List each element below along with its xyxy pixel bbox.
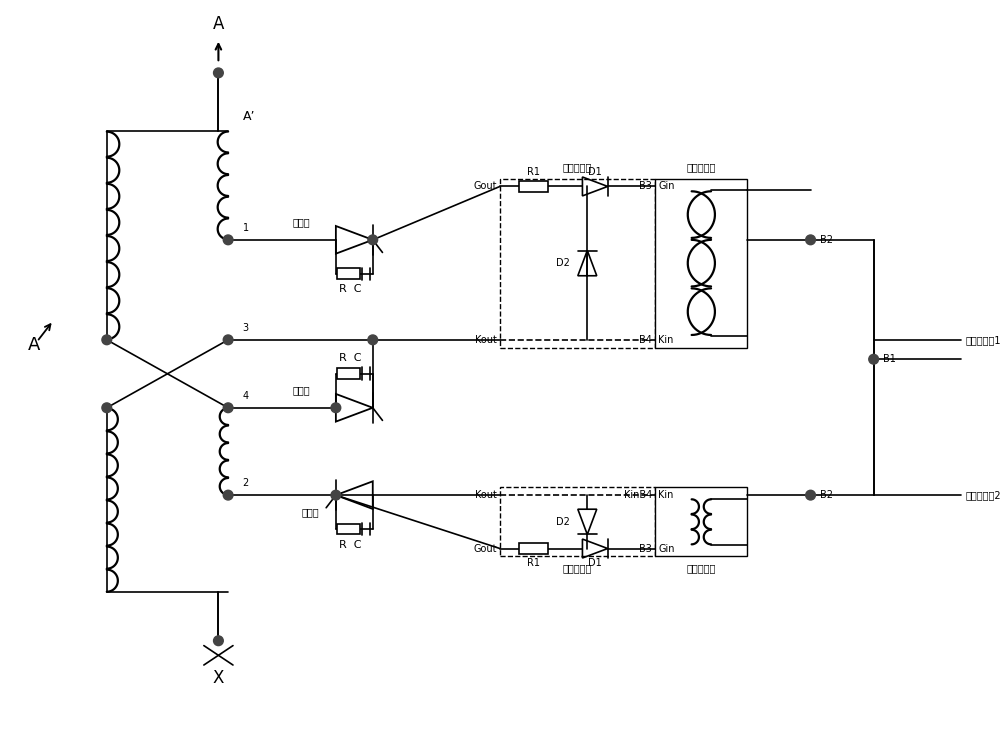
Circle shape xyxy=(869,355,879,364)
Circle shape xyxy=(214,636,223,646)
Text: KinB4: KinB4 xyxy=(624,490,652,500)
Text: 晶閄管: 晶閄管 xyxy=(302,508,319,517)
Circle shape xyxy=(806,235,815,244)
Text: 接触发回路1: 接触发回路1 xyxy=(966,335,1000,345)
Circle shape xyxy=(223,335,233,345)
Text: R  C: R C xyxy=(339,284,362,294)
Circle shape xyxy=(806,490,815,500)
Bar xyxy=(337,269,360,279)
Text: R1: R1 xyxy=(527,558,540,568)
Text: D1: D1 xyxy=(588,167,602,177)
Text: 印刷线路板: 印刷线路板 xyxy=(563,563,592,573)
Text: 二极管: 二极管 xyxy=(292,385,310,396)
Text: X: X xyxy=(213,669,224,686)
Bar xyxy=(337,368,360,379)
Text: R  C: R C xyxy=(339,539,362,550)
Bar xyxy=(519,181,548,192)
Text: B1: B1 xyxy=(883,355,896,364)
Bar xyxy=(337,524,360,534)
Text: Gout: Gout xyxy=(474,181,497,192)
Text: Kout: Kout xyxy=(475,490,497,500)
Text: Gin: Gin xyxy=(658,181,675,192)
Circle shape xyxy=(368,235,378,244)
Text: 2: 2 xyxy=(243,479,249,489)
Circle shape xyxy=(368,335,378,345)
Text: D1: D1 xyxy=(588,558,602,568)
Text: 4: 4 xyxy=(243,391,249,401)
Bar xyxy=(655,178,747,348)
Text: 脉冲变压器: 脉冲变压器 xyxy=(687,563,716,573)
Text: 脉冲变压器: 脉冲变压器 xyxy=(687,162,716,172)
Text: 1: 1 xyxy=(243,223,249,233)
Circle shape xyxy=(223,490,233,500)
Text: R1: R1 xyxy=(527,167,540,177)
Text: A: A xyxy=(213,15,224,33)
Bar xyxy=(519,543,548,554)
Text: A: A xyxy=(28,335,40,354)
Text: 晶閄管: 晶閄管 xyxy=(292,217,310,228)
Text: 3: 3 xyxy=(243,323,249,333)
Circle shape xyxy=(331,403,341,413)
Text: B3: B3 xyxy=(639,543,652,553)
Text: B4: B4 xyxy=(639,335,652,345)
Text: B3: B3 xyxy=(639,181,652,192)
Text: Kout: Kout xyxy=(475,335,497,345)
Circle shape xyxy=(223,235,233,244)
Text: Kin: Kin xyxy=(658,490,674,500)
Text: Gout: Gout xyxy=(474,543,497,553)
Circle shape xyxy=(214,68,223,78)
Text: Kin: Kin xyxy=(658,335,674,345)
Text: B2: B2 xyxy=(820,235,833,245)
Circle shape xyxy=(331,490,341,500)
Circle shape xyxy=(102,335,112,345)
Text: A’: A’ xyxy=(243,110,255,123)
Bar xyxy=(500,487,655,556)
Circle shape xyxy=(102,403,112,413)
Bar xyxy=(500,178,655,348)
Text: 接触发回路2: 接触发回路2 xyxy=(966,490,1000,500)
Text: D2: D2 xyxy=(556,258,570,268)
Text: 印刷线路板: 印刷线路板 xyxy=(563,162,592,172)
Circle shape xyxy=(223,403,233,413)
Text: R  C: R C xyxy=(339,353,362,363)
Text: Gin: Gin xyxy=(658,543,675,553)
Text: D2: D2 xyxy=(556,517,570,527)
Text: B2: B2 xyxy=(820,490,833,500)
Bar xyxy=(655,487,747,556)
